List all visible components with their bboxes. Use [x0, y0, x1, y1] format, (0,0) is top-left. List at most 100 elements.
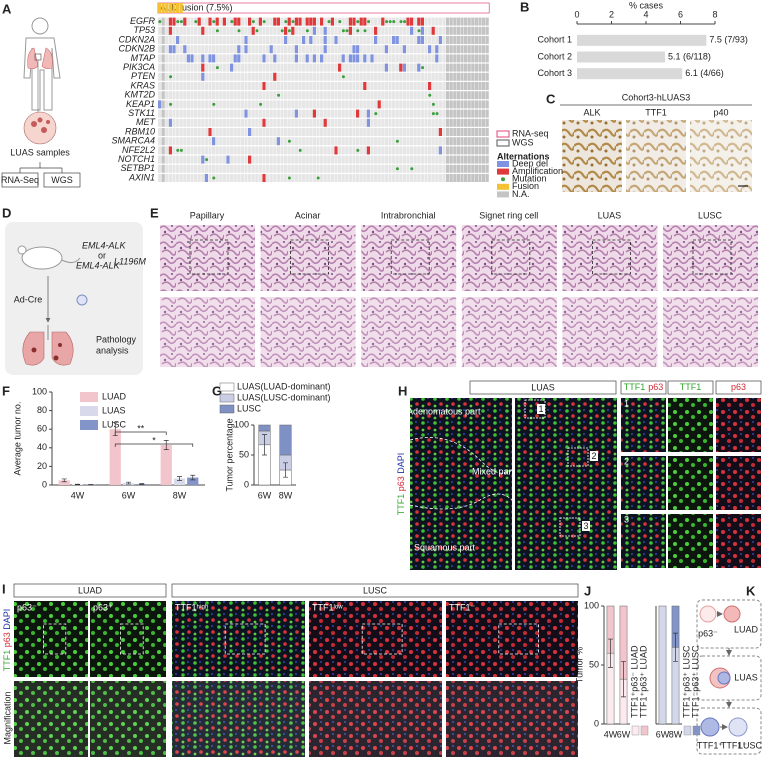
- oncoprint-cell: [190, 155, 194, 164]
- oncoprint-cell: [395, 82, 399, 90]
- oncoprint-cell: [248, 100, 252, 109]
- oncoprint-cell: [269, 63, 273, 72]
- oncoprint-cell: [442, 128, 446, 136]
- legend-swatch: [692, 725, 701, 736]
- bar: [173, 478, 186, 485]
- oncoprint-mutation: [374, 112, 378, 116]
- oncoprint-cell: [446, 91, 450, 100]
- oncoprint-cell: [377, 155, 381, 164]
- oncoprint-cell: [348, 36, 352, 44]
- oncoprint-cell: [298, 155, 302, 164]
- oncoprint-cell: [230, 118, 234, 127]
- channel-label: TTF1 p63 DAPI: [396, 453, 406, 516]
- oncoprint-cell: [424, 109, 428, 118]
- oncoprint-cell: [201, 17, 205, 26]
- oncoprint-cell: [273, 63, 277, 72]
- legend-label: Deep del: [512, 158, 548, 168]
- oncoprint-cell: [186, 146, 190, 155]
- oncoprint-cell: [471, 118, 475, 127]
- oncoprint-cell: [266, 155, 270, 164]
- oncoprint-cell: [320, 100, 324, 109]
- oncoprint-cell: [179, 36, 183, 44]
- oncoprint-cell: [294, 146, 298, 155]
- oncoprint-cell: [363, 146, 367, 155]
- oncoprint-cell: [269, 155, 273, 164]
- histology-image: [260, 225, 356, 291]
- oncoprint-alteration: [244, 109, 248, 118]
- column-label: LUAS: [598, 210, 622, 220]
- oncoprint-cell: [460, 17, 464, 26]
- oncoprint-cell: [377, 45, 381, 54]
- oncoprint-cell: [305, 174, 309, 182]
- oncoprint-cell: [327, 155, 331, 164]
- oncoprint-cell: [438, 54, 442, 63]
- oncoprint-alteration: [294, 17, 298, 26]
- oncoprint-cell: [478, 82, 482, 90]
- oncoprint-cell: [410, 54, 414, 63]
- oncoprint-cell: [255, 17, 259, 26]
- oncoprint-cell: [194, 91, 198, 100]
- oncoprint-cell: [424, 164, 428, 173]
- histology-image: [361, 297, 457, 367]
- oncoprint-mutation: [431, 102, 435, 106]
- oncoprint-cell: [435, 63, 439, 72]
- oncoprint-cell: [204, 118, 208, 127]
- mouse-illustration: [17, 245, 88, 366]
- oncoprint-cell: [201, 118, 205, 127]
- oncoprint-cell: [381, 91, 385, 100]
- oncoprint-cell: [456, 118, 460, 127]
- oncoprint-alteration: [420, 26, 424, 35]
- oncoprint-cell: [366, 164, 370, 173]
- oncoprint-alteration: [212, 54, 216, 63]
- oncoprint-cell: [222, 100, 226, 109]
- oncoprint-cell: [456, 146, 460, 155]
- oncoprint-cell: [244, 118, 248, 127]
- oncoprint-cell: [485, 164, 489, 173]
- oncoprint-cell: [316, 137, 320, 146]
- oncoprint-cell: [363, 63, 367, 72]
- significance-bracket: [114, 431, 167, 435]
- oncoprint-alteration: [226, 155, 230, 164]
- oncoprint-cell: [327, 82, 331, 90]
- oncoprint-cell: [446, 17, 450, 26]
- oncoprint-cell: [190, 63, 194, 72]
- oncoprint-cell: [284, 63, 288, 72]
- oncoprint-mutation: [284, 20, 288, 24]
- oncoprint-cell: [428, 100, 432, 109]
- oncoprint-cell: [208, 82, 212, 90]
- oncoprint-cell: [406, 26, 410, 35]
- oncoprint-cell: [428, 174, 432, 182]
- oncoprint-cell: [233, 72, 237, 81]
- oncoprint-cell: [399, 174, 403, 182]
- oncoprint-cell: [456, 45, 460, 54]
- oncoprint-cell: [471, 91, 475, 100]
- oncoprint-cell: [179, 72, 183, 81]
- oncoprint-alteration: [262, 174, 266, 182]
- oncoprint-cell: [330, 109, 334, 118]
- oncoprint-cell: [161, 72, 165, 81]
- oncoprint-cell: [413, 82, 417, 90]
- oncoprint-cell: [186, 174, 190, 182]
- oncoprint-cell: [226, 91, 230, 100]
- oncoprint-cell: [406, 72, 410, 81]
- oncoprint-cell: [359, 118, 363, 127]
- legend-swatch: [497, 161, 509, 167]
- oncoprint-alteration: [294, 54, 298, 63]
- oncoprint-cell: [161, 82, 165, 90]
- oncoprint-cell: [478, 155, 482, 164]
- oncoprint-cell: [334, 54, 338, 63]
- oncoprint-cell: [334, 72, 338, 81]
- oncoprint-cell: [226, 82, 230, 90]
- oncoprint-cell: [194, 174, 198, 182]
- oncoprint-cell: [485, 128, 489, 136]
- oncoprint-cell: [453, 137, 457, 146]
- oncoprint-cell: [345, 100, 349, 109]
- oncoprint-alteration: [284, 26, 288, 35]
- oncoprint-mutation: [356, 148, 360, 152]
- oncoprint-cell: [255, 72, 259, 81]
- oncoprint-cell: [309, 155, 313, 164]
- oncoprint-cell: [474, 54, 478, 63]
- oncoprint-cell: [158, 174, 162, 182]
- oncoprint-cell: [431, 45, 435, 54]
- oncoprint-cell: [208, 26, 212, 35]
